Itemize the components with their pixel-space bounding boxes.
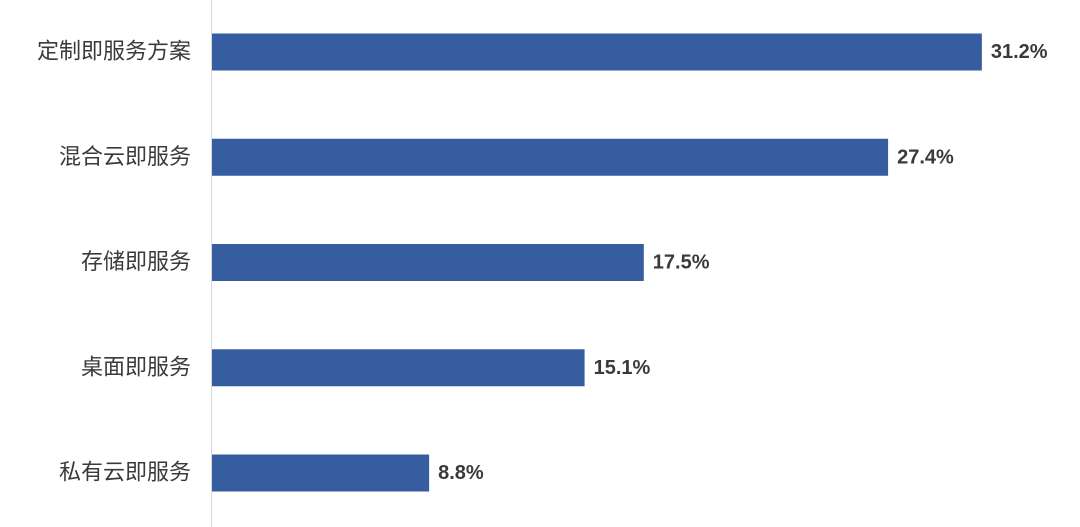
- bar-5: [212, 454, 430, 492]
- value-labels: 31.2% 27.4% 17.5% 15.1% 8.8%: [438, 41, 1048, 484]
- category-label-1: 定制即服务方案: [37, 40, 191, 65]
- category-label-2: 混合云即服务: [59, 145, 191, 170]
- value-label-1: 31.2%: [991, 41, 1048, 63]
- category-label-3: 存储即服务: [81, 250, 191, 275]
- bars-group: [212, 33, 982, 492]
- value-label-5: 8.8%: [438, 462, 484, 484]
- value-label-4: 15.1%: [594, 357, 651, 379]
- bar-1: [212, 33, 982, 71]
- bar-4: [212, 349, 585, 387]
- bar-3: [212, 244, 644, 281]
- value-label-3: 17.5%: [653, 252, 710, 274]
- bar-2: [212, 138, 889, 176]
- category-label-5: 私有云即服务: [59, 461, 191, 486]
- value-label-2: 27.4%: [897, 146, 954, 168]
- category-label-4: 桌面即服务: [81, 355, 191, 380]
